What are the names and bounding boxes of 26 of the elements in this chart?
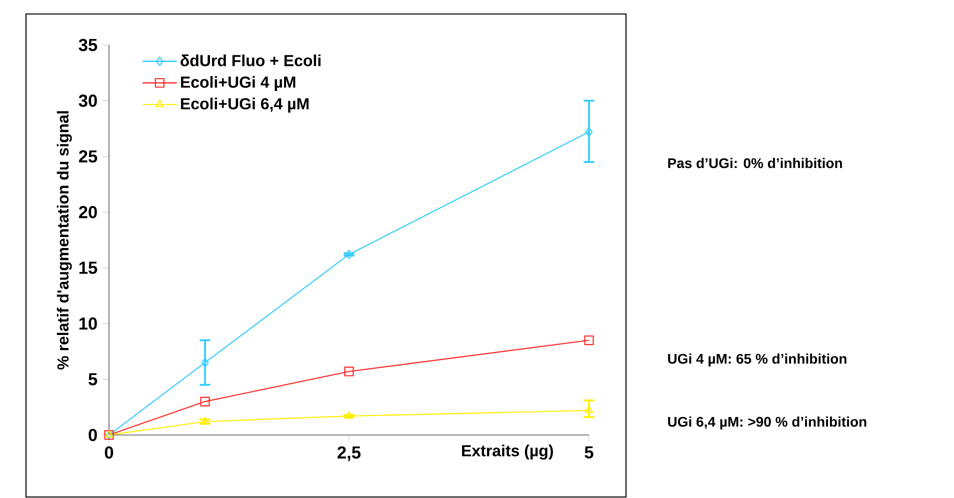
x-tick-label: 0 [104, 446, 114, 459]
point [584, 335, 594, 346]
text: UGi 4 µM: 65 % d’inhibition [668, 353, 846, 367]
point [201, 358, 209, 368]
point [584, 406, 594, 414]
point [585, 127, 593, 137]
legend-label: δdUrd Fluo + Ecoli [180, 54, 321, 66]
y-tick-label: 15 [79, 262, 98, 274]
text: Pas d’UGi: 0% d’inhibition [668, 158, 842, 168]
x-tick-label: 2,5 [338, 446, 361, 462]
y-tick-label: 30 [78, 94, 97, 107]
text: UGi 6,4 µM: >90 % d’inhibition [668, 416, 866, 430]
y-axis-title: % relatif d'augmentation du signal [56, 111, 72, 370]
y-tick-label: 20 [78, 206, 97, 218]
y-tick-label: 0 [88, 428, 97, 442]
y-tick-label: 10 [79, 317, 97, 330]
y-tick-label: 5 [88, 373, 98, 386]
legend-label: Ecoli+UGi 6,4 µM [181, 98, 309, 113]
point [344, 366, 354, 376]
point [345, 250, 353, 260]
point [200, 396, 210, 406]
y-tick-label: 35 [78, 38, 98, 52]
x-tick-label: 5 [584, 446, 594, 458]
y-tick-label: 25 [78, 150, 98, 163]
x-axis-title: Extraits (µg) [462, 444, 553, 460]
legend-label: Ecoli+UGi 4 µM [181, 76, 296, 91]
